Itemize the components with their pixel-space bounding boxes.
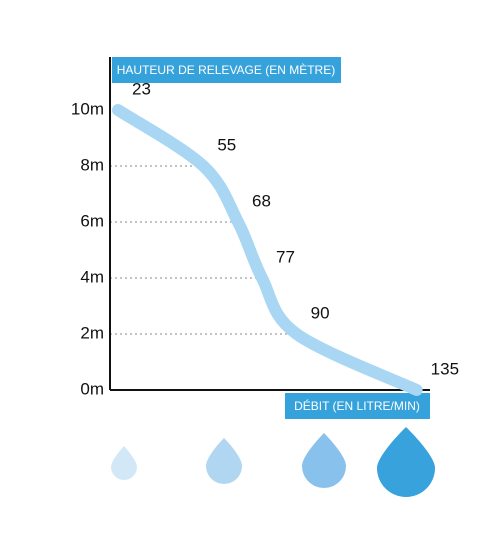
data-label: 77 — [276, 247, 295, 266]
y-axis-label-box — [112, 57, 341, 83]
data-label: 90 — [311, 303, 330, 322]
data-label: 55 — [217, 135, 236, 154]
y-tick-label: 4m — [80, 267, 104, 286]
y-tick-label: 8m — [80, 155, 104, 174]
y-axis-label: HAUTEUR DE RELEVAGE (EN MÈTRE) — [117, 62, 335, 77]
drop — [377, 427, 435, 497]
data-label: 135 — [431, 359, 459, 378]
data-label: 68 — [252, 191, 271, 210]
drops — [111, 427, 435, 497]
data-label: 23 — [132, 79, 151, 98]
x-axis-label: DÉBIT (EN LITRE/MIN) — [294, 398, 420, 413]
drop — [111, 446, 137, 480]
y-tick-label: 0m — [80, 379, 104, 398]
drop — [302, 433, 346, 488]
drop — [206, 438, 242, 484]
curve — [112, 104, 423, 396]
y-tick-label: 10m — [71, 99, 104, 118]
y-tick-label: 6m — [80, 211, 104, 230]
x-axis-label-box — [285, 393, 430, 419]
y-tick-label: 2m — [80, 323, 104, 342]
